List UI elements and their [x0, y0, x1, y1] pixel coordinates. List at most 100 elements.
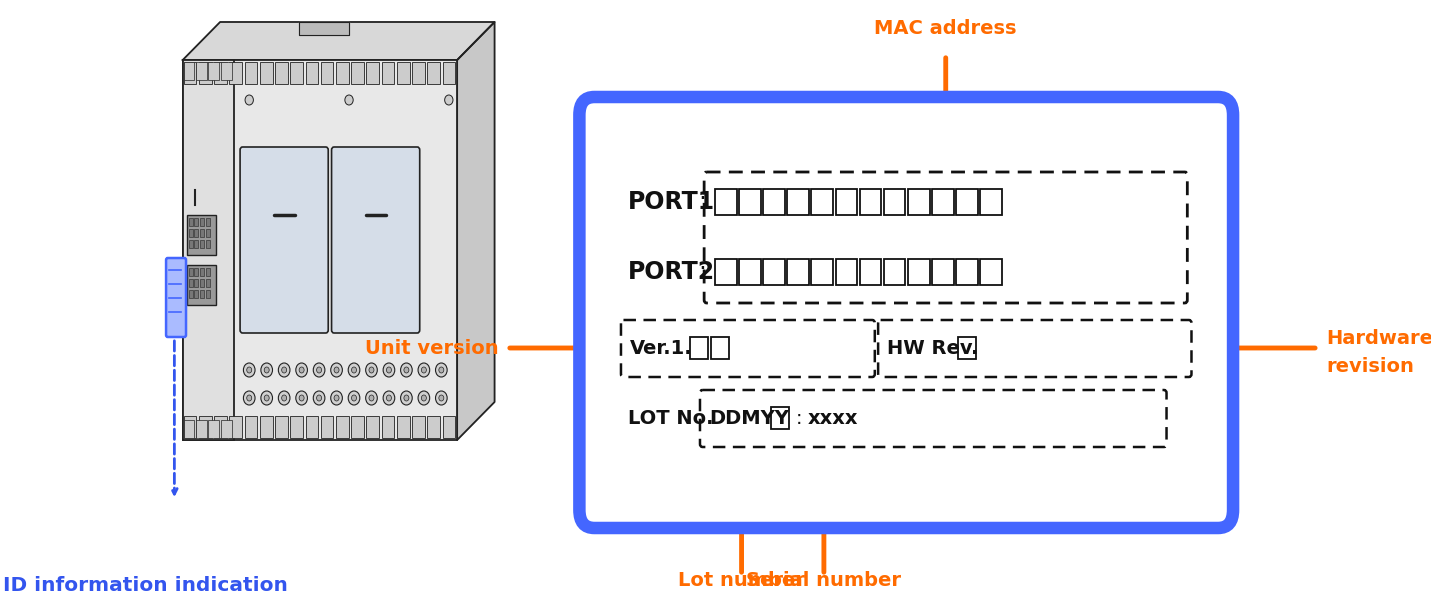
Bar — [189, 268, 193, 276]
Bar — [196, 62, 207, 80]
Bar — [200, 240, 205, 248]
Bar — [336, 62, 349, 84]
Bar — [442, 416, 455, 438]
Circle shape — [279, 391, 290, 405]
Bar — [189, 279, 193, 287]
Bar — [195, 279, 199, 287]
Bar — [811, 259, 833, 285]
Bar — [183, 62, 196, 84]
Bar — [884, 259, 906, 285]
Circle shape — [348, 391, 359, 405]
Bar — [220, 420, 232, 438]
Bar — [690, 337, 708, 359]
Bar — [229, 416, 242, 438]
Circle shape — [245, 95, 253, 105]
Bar — [787, 189, 809, 215]
Circle shape — [313, 391, 325, 405]
Circle shape — [260, 391, 272, 405]
Bar — [189, 240, 193, 248]
Circle shape — [296, 391, 308, 405]
Bar — [382, 62, 395, 84]
Bar — [275, 416, 288, 438]
Bar — [763, 259, 784, 285]
Bar — [195, 240, 199, 248]
Bar — [245, 62, 258, 84]
Circle shape — [331, 363, 342, 377]
Text: MAC address: MAC address — [874, 19, 1017, 38]
Text: Serial number: Serial number — [747, 571, 902, 590]
Bar — [771, 407, 788, 429]
Bar — [200, 229, 205, 237]
Bar — [183, 62, 195, 80]
Circle shape — [333, 395, 339, 401]
Bar — [206, 229, 210, 237]
Bar — [907, 259, 930, 285]
Bar — [321, 62, 333, 84]
Bar — [860, 259, 881, 285]
FancyBboxPatch shape — [700, 390, 1166, 447]
Circle shape — [243, 363, 255, 377]
Bar — [711, 337, 728, 359]
Circle shape — [401, 391, 412, 405]
Bar — [763, 189, 784, 215]
Circle shape — [296, 363, 308, 377]
Circle shape — [421, 395, 426, 401]
Circle shape — [445, 95, 454, 105]
Bar — [245, 416, 258, 438]
Bar — [200, 218, 205, 226]
Circle shape — [299, 367, 305, 373]
FancyBboxPatch shape — [183, 60, 456, 440]
Bar — [738, 189, 761, 215]
Bar — [195, 268, 199, 276]
Bar — [209, 420, 219, 438]
Circle shape — [369, 395, 373, 401]
Bar — [412, 62, 425, 84]
Text: Ver.1.: Ver.1. — [630, 339, 693, 357]
Bar — [189, 290, 193, 298]
Bar — [811, 189, 833, 215]
Bar — [200, 290, 205, 298]
Text: :: : — [698, 260, 705, 284]
Bar — [195, 218, 199, 226]
Text: revision: revision — [1327, 356, 1414, 376]
Polygon shape — [183, 22, 495, 60]
Circle shape — [348, 363, 359, 377]
FancyBboxPatch shape — [240, 147, 328, 333]
Circle shape — [418, 363, 429, 377]
Bar — [189, 218, 193, 226]
Bar — [206, 268, 210, 276]
Bar — [200, 279, 205, 287]
Bar — [260, 62, 272, 84]
Text: DDMYY: DDMYY — [710, 409, 788, 428]
Circle shape — [404, 395, 409, 401]
Circle shape — [386, 367, 392, 373]
Bar — [215, 416, 226, 438]
Bar — [290, 416, 303, 438]
Bar — [206, 240, 210, 248]
Bar — [189, 229, 193, 237]
Circle shape — [316, 367, 322, 373]
Bar — [183, 416, 196, 438]
Circle shape — [316, 395, 322, 401]
Bar — [957, 337, 976, 359]
Bar — [195, 290, 199, 298]
Bar — [716, 189, 737, 215]
Bar — [209, 62, 219, 80]
Bar — [229, 62, 242, 84]
FancyBboxPatch shape — [580, 97, 1234, 528]
Polygon shape — [299, 22, 349, 35]
Text: PORT1: PORT1 — [628, 190, 714, 214]
Circle shape — [331, 391, 342, 405]
Bar — [351, 62, 363, 84]
Bar — [220, 62, 232, 80]
Bar — [336, 416, 349, 438]
Bar — [187, 215, 216, 255]
Bar — [956, 189, 977, 215]
Bar — [290, 62, 303, 84]
Circle shape — [439, 367, 444, 373]
Circle shape — [418, 391, 429, 405]
Circle shape — [404, 367, 409, 373]
Bar — [187, 265, 216, 305]
Text: :: : — [796, 409, 803, 428]
Circle shape — [313, 363, 325, 377]
